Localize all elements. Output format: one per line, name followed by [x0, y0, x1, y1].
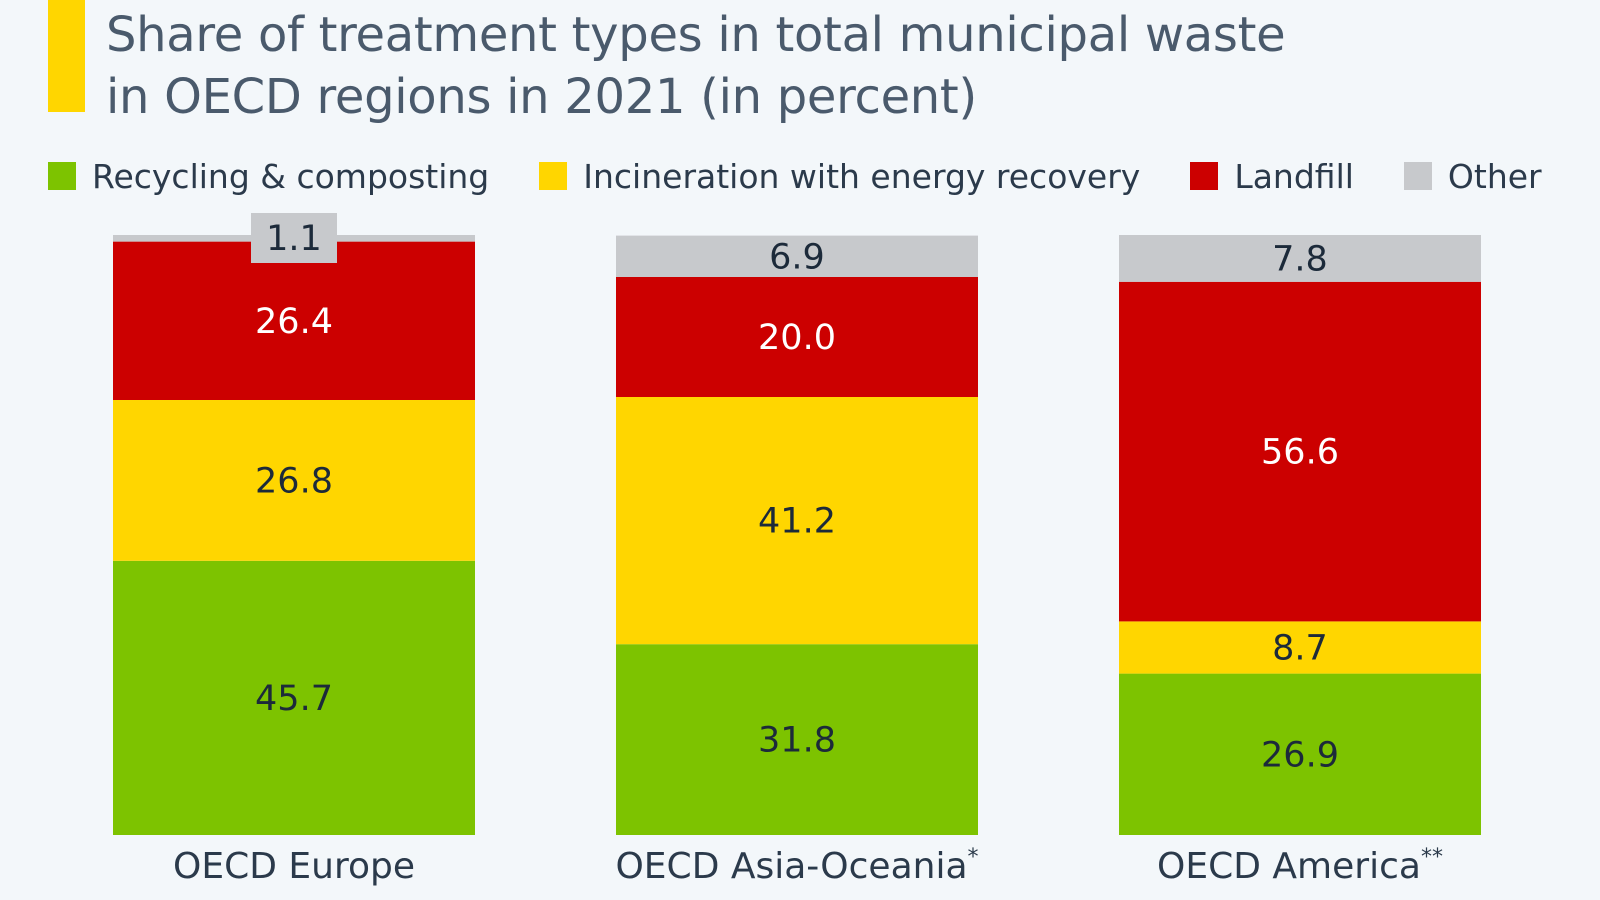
chart-title: Share of treatment types in total munici… — [106, 4, 1486, 128]
value-label-oecd-europe-incineration-with-energy-recovery: 26.8 — [255, 461, 333, 501]
bar-oecd-europe-landfill — [113, 241, 475, 400]
category-footnote-oecd-america: ** — [1421, 845, 1443, 870]
value-label-oecd-asia-oceania-recycling-and-composting: 31.8 — [758, 721, 836, 761]
bar-oecd-america-other — [1119, 235, 1481, 282]
bar-oecd-america-landfill — [1119, 281, 1481, 622]
chart-title-line-2: in OECD regions in 2021 (in percent) — [106, 69, 977, 125]
value-label-oecd-america-landfill: 56.6 — [1261, 433, 1339, 473]
bar-oecd-asia-oceania-other — [616, 235, 978, 277]
legend-item-incineration: Incineration with energy recovery — [539, 157, 1140, 196]
legend-label-landfill: Landfill — [1234, 156, 1354, 196]
bar-group-oecd-europe: 45.7 26.8 26.4 1.1 — [113, 213, 475, 835]
bar-group-oecd-asia-oceania: 31.8 41.2 20.0 6.9 — [616, 235, 978, 835]
value-label-oecd-asia-oceania-other: 6.9 — [769, 237, 825, 277]
legend-swatch-recycling — [48, 162, 76, 190]
bar-oecd-asia-oceania-recycling-and-composting — [616, 644, 978, 835]
value-label-oecd-asia-oceania-landfill: 20.0 — [758, 318, 836, 358]
value-label-oecd-america-incineration-with-energy-recovery: 8.7 — [1272, 629, 1328, 669]
value-label-oecd-america-other: 7.8 — [1272, 239, 1328, 279]
value-label-oecd-america-recycling-and-composting: 26.9 — [1261, 735, 1339, 775]
legend-swatch-incineration — [539, 162, 568, 190]
legend-item-other: Other — [1403, 156, 1542, 196]
legend-label-incineration: Incineration with energy recovery — [583, 156, 1141, 196]
legend-item-recycling: Recycling & composting — [48, 157, 489, 196]
bar-group-oecd-america: 26.9 8.7 56.6 7.8 — [1119, 235, 1481, 835]
value-label-oecd-asia-oceania-incineration-with-energy-recovery: 41.2 — [758, 502, 836, 542]
bar-oecd-asia-oceania-incineration-with-energy-recovery — [616, 397, 978, 645]
bar-oecd-europe-recycling-and-composting — [113, 560, 475, 835]
bar-oecd-asia-oceania-landfill — [616, 277, 978, 397]
chart-title-line-1: Share of treatment types in total munici… — [106, 7, 1286, 63]
value-label-oecd-europe-landfill: 26.4 — [255, 302, 333, 342]
bar-oecd-america-incineration-with-energy-recovery — [1119, 621, 1481, 674]
category-footnote-oecd-asia-oceania: * — [968, 845, 979, 870]
value-label-oecd-europe-recycling-and-composting: 45.7 — [255, 679, 333, 719]
value-label-oecd-europe-other: 1.1 — [266, 219, 322, 259]
value-tag-oecd-europe-other — [251, 213, 337, 263]
legend-item-landfill: Landfill — [1190, 157, 1354, 196]
legend-swatch-landfill — [1190, 162, 1219, 190]
category-label-oecd-europe: OECD Europe — [173, 846, 415, 887]
bar-oecd-europe-incineration-with-energy-recovery — [113, 400, 475, 561]
category-label-oecd-america: OECD America** — [1157, 845, 1443, 887]
legend-label-other: Other — [1447, 156, 1542, 196]
title-accent-bar — [48, 0, 85, 112]
category-label-oecd-asia-oceania: OECD Asia-Oceania* — [615, 845, 978, 887]
legend-swatch-other — [1403, 162, 1432, 190]
legend-label-recycling: Recycling & composting — [92, 156, 490, 196]
bar-oecd-america-recycling-and-composting — [1119, 673, 1481, 835]
chart-legend: Recycling & composting Incineration with… — [48, 156, 1542, 196]
